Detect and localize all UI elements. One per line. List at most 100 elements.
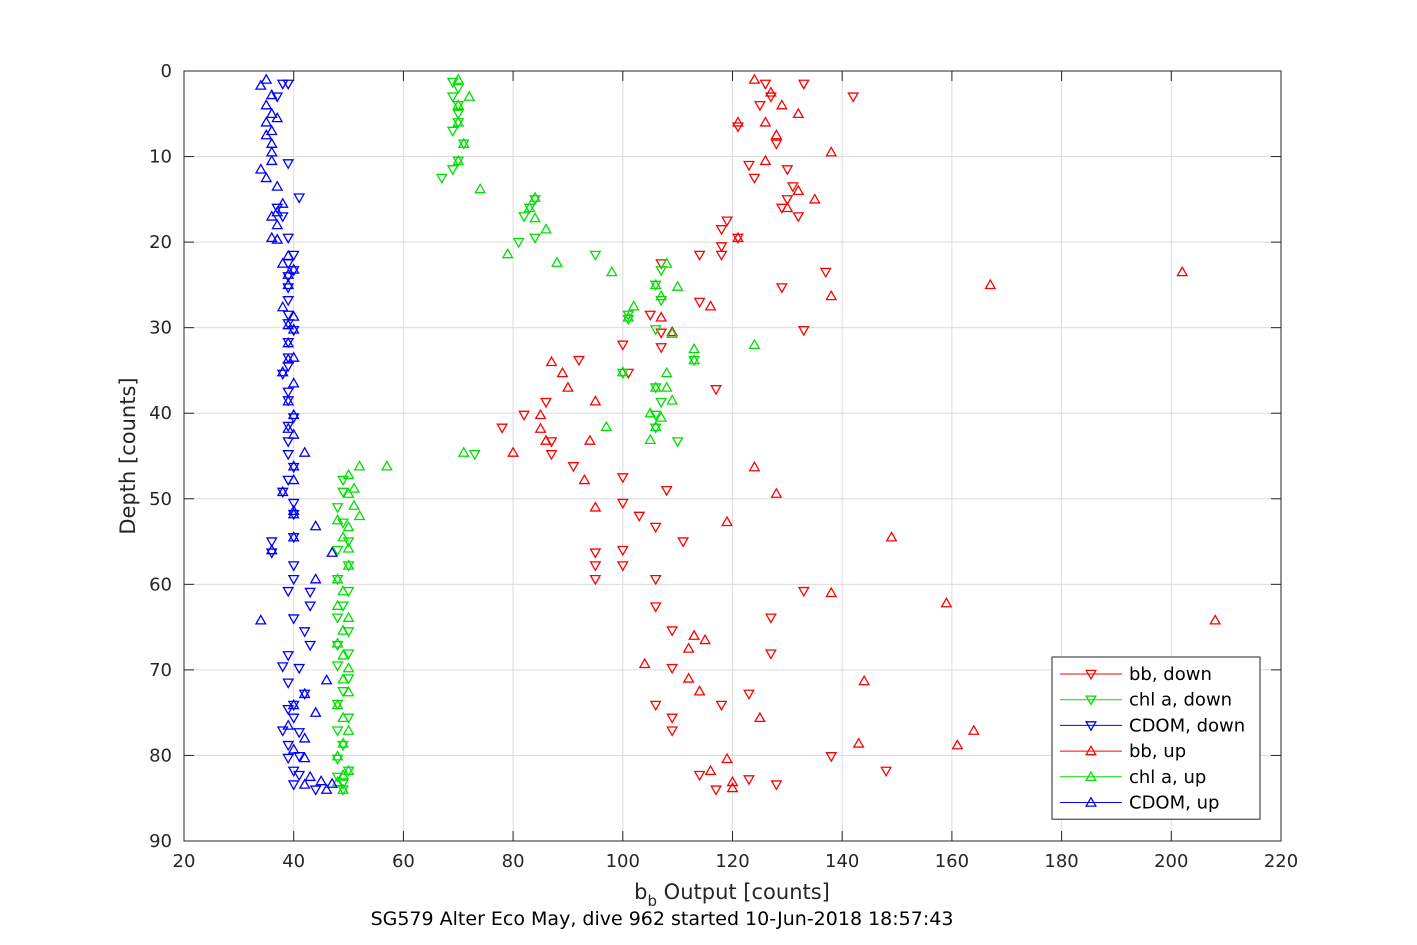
data-point: [337, 624, 349, 635]
data-point: [770, 780, 783, 791]
data-point: [265, 154, 278, 166]
data-point: [282, 740, 295, 752]
x-axis-label-sub: b: [647, 892, 657, 910]
data-point: [1209, 614, 1222, 625]
data-point: [265, 537, 278, 548]
data-point: [732, 231, 744, 243]
data-point: [435, 173, 448, 185]
data-point: [282, 278, 295, 290]
data-point: [337, 487, 349, 499]
data-point: [551, 256, 563, 267]
y-tick-label: 70: [149, 660, 172, 681]
x-tick-label: 160: [935, 851, 969, 872]
data-point: [743, 775, 755, 786]
data-point: [282, 336, 295, 348]
data-point: [452, 73, 465, 84]
data-point: [337, 769, 349, 780]
data-point: [320, 674, 333, 685]
data-point: [518, 212, 530, 223]
data-point: [775, 99, 788, 110]
data-point: [282, 719, 295, 730]
chart-caption: SG579 Alter Eco May, dive 962 started 10…: [371, 908, 954, 930]
data-point: [655, 266, 668, 277]
x-axis-label-main: b: [634, 880, 647, 904]
data-point: [342, 724, 355, 735]
legend-marker: [1085, 721, 1097, 732]
data-point: [764, 649, 777, 660]
data-point: [304, 587, 317, 599]
data-point: [276, 369, 289, 380]
legend-label: bb, down: [1129, 664, 1212, 685]
data-point: [540, 223, 552, 234]
data-point: [287, 574, 300, 586]
data-point: [287, 531, 300, 542]
y-tick-label: 50: [149, 489, 172, 510]
data-point: [748, 173, 761, 185]
data-point: [260, 116, 273, 127]
data-point: [446, 165, 459, 176]
data-point: [304, 601, 317, 612]
data-point: [331, 750, 344, 761]
data-point: [342, 520, 355, 532]
data-point: [699, 633, 711, 645]
data-point: [282, 421, 295, 433]
data-point: [682, 642, 695, 653]
data-point: [287, 614, 300, 625]
data-point: [726, 775, 739, 787]
data-point: [600, 420, 613, 432]
legend-label: bb, up: [1129, 741, 1186, 762]
data-point: [342, 468, 355, 480]
legend-marker: [1085, 669, 1097, 681]
data-point: [265, 544, 278, 555]
data-point: [715, 250, 728, 262]
data-point: [265, 107, 278, 119]
data-point: [287, 263, 300, 274]
data-point: [622, 314, 635, 326]
data-point: [825, 752, 838, 763]
data-point: [468, 450, 481, 461]
x-tick-label: 180: [1044, 851, 1078, 872]
data-point: [353, 509, 366, 521]
data-point: [337, 475, 349, 487]
data-point: [287, 508, 300, 519]
data-point: [616, 368, 629, 380]
x-tick-label: 80: [502, 851, 525, 872]
data-point: [452, 109, 465, 120]
data-point: [276, 662, 289, 673]
data-point: [666, 663, 679, 675]
data-point: [282, 586, 295, 598]
data-point: [337, 585, 349, 596]
x-tick-label: 40: [282, 851, 305, 872]
data-point: [748, 461, 761, 472]
data-point: [649, 325, 662, 336]
y-tick-label: 20: [149, 232, 172, 253]
data-point: [562, 381, 574, 392]
data-point: [331, 661, 344, 672]
data-point: [825, 586, 838, 598]
data-point: [770, 139, 783, 150]
data-point: [556, 366, 569, 378]
data-point: [721, 216, 733, 227]
data-point: [507, 446, 520, 457]
data-point: [715, 225, 728, 236]
legend-item: bb, up: [1060, 741, 1186, 762]
data-point: [282, 159, 295, 170]
series-3: [507, 73, 1222, 793]
series-4: [331, 73, 761, 794]
data-point: [540, 397, 552, 409]
data-point: [260, 129, 273, 140]
data-point: [967, 724, 980, 735]
data-point: [589, 561, 602, 572]
y-tick-label: 90: [149, 831, 172, 852]
data-point: [660, 485, 673, 497]
data-point: [309, 573, 322, 584]
data-point: [759, 116, 772, 127]
data-point: [342, 649, 355, 660]
data-point: [655, 311, 668, 322]
data-point: [616, 498, 629, 510]
legend-marker: [1085, 744, 1097, 756]
data-point: [348, 482, 360, 493]
series-layer: [254, 73, 1222, 796]
data-point: [518, 410, 530, 422]
data-point: [331, 503, 344, 514]
